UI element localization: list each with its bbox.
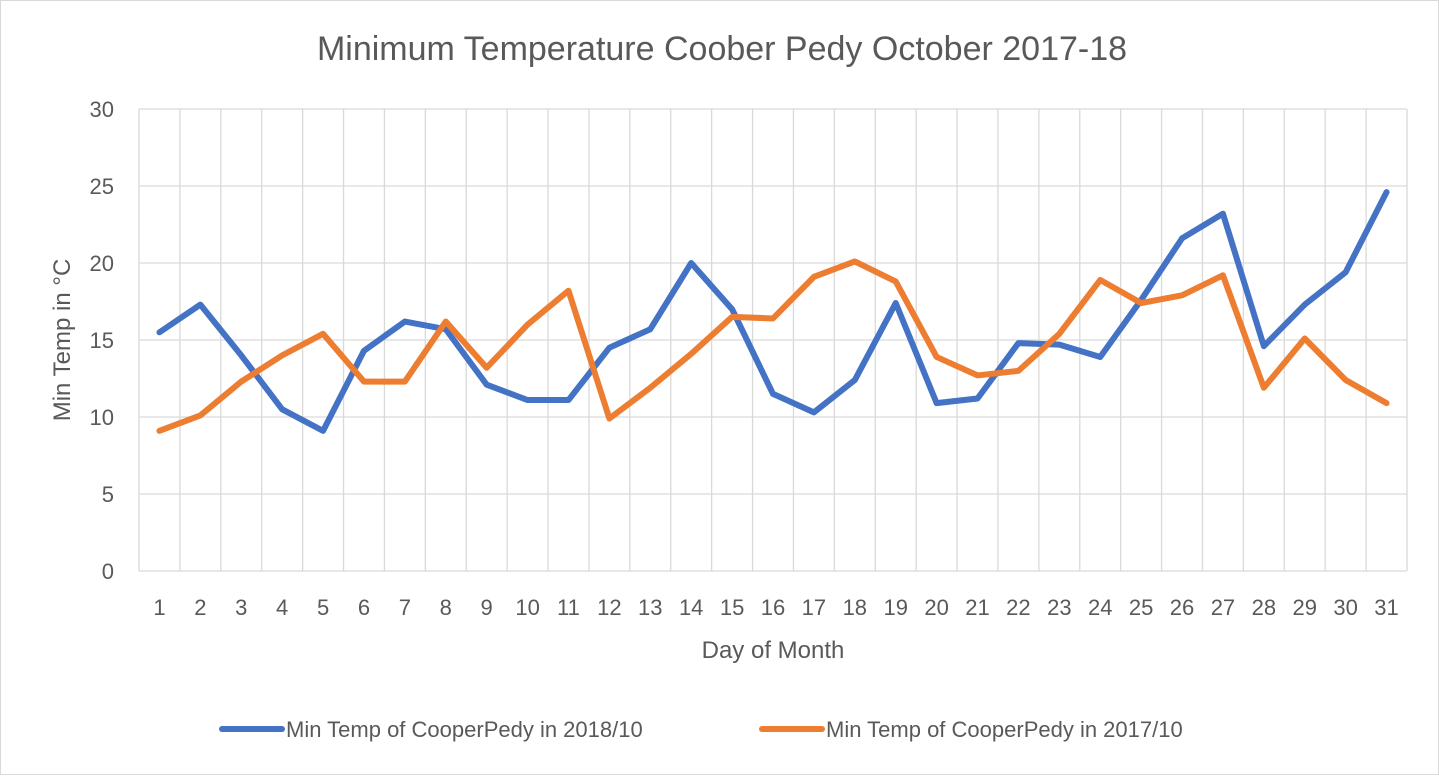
y-axis-label: Min Temp in °C [49,259,76,422]
y-tick-label: 15 [90,328,114,353]
y-tick-label: 10 [90,405,114,430]
y-tick-label: 0 [102,559,114,584]
y-tick-label: 5 [102,482,114,507]
legend-label-2: Min Temp of CooperPedy in 2017/10 [826,717,1183,742]
y-tick-label: 20 [90,251,114,276]
legend: Min Temp of CooperPedy in 2018/10 Min Tem… [219,717,1183,742]
x-tick-label: 6 [358,595,370,620]
x-tick-label: 11 [557,595,580,620]
x-tick-label: 12 [597,595,621,620]
x-tick-label: 8 [440,595,452,620]
x-tick-label: 25 [1129,595,1153,620]
x-tick-label: 29 [1292,595,1316,620]
x-tick-label: 14 [679,595,703,620]
x-tick-label: 7 [399,595,411,620]
x-tick-label: 22 [1006,595,1030,620]
x-tick-label: 15 [720,595,744,620]
x-tick-label: 1 [153,595,165,620]
series-line-1 [156,189,1390,434]
x-tick-label: 2 [194,595,206,620]
x-tick-label: 4 [276,595,288,620]
x-tick-label: 9 [481,595,493,620]
x-tick-label: 24 [1088,595,1112,620]
x-tick-label: 28 [1252,595,1276,620]
x-tick-label: 18 [843,595,867,620]
series-lines [156,189,1390,434]
x-tick-label: 21 [965,595,989,620]
x-tick-label: 16 [761,595,785,620]
x-tick-label: 13 [638,595,662,620]
x-tick-label: 30 [1333,595,1357,620]
x-tick-label: 31 [1374,595,1398,620]
x-tick-label: 17 [802,595,826,620]
y-tick-label: 30 [90,97,114,122]
x-tick-label: 3 [235,595,247,620]
legend-label-1: Min Temp of CooperPedy in 2018/10 [286,717,643,742]
y-axis-ticks: 0 5 10 15 20 25 30 [90,97,114,584]
series-line-2 [156,258,1390,434]
x-tick-label: 23 [1047,595,1071,620]
x-tick-label: 10 [515,595,539,620]
x-tick-label: 19 [883,595,907,620]
x-axis-ticks: 1 2 3 4 5 6 7 8 9 10 11 12 13 14 15 16 17 18 19 20 21 22 23 24 2… [153,595,1398,620]
x-tick-label: 27 [1211,595,1235,620]
y-tick-label: 25 [90,174,114,199]
x-tick-label: 26 [1170,595,1194,620]
x-tick-label: 5 [317,595,329,620]
x-tick-label: 20 [924,595,948,620]
x-axis-label: Day of Month [702,637,845,664]
chart-title: Minimum Temperature Coober Pedy October … [317,30,1127,68]
